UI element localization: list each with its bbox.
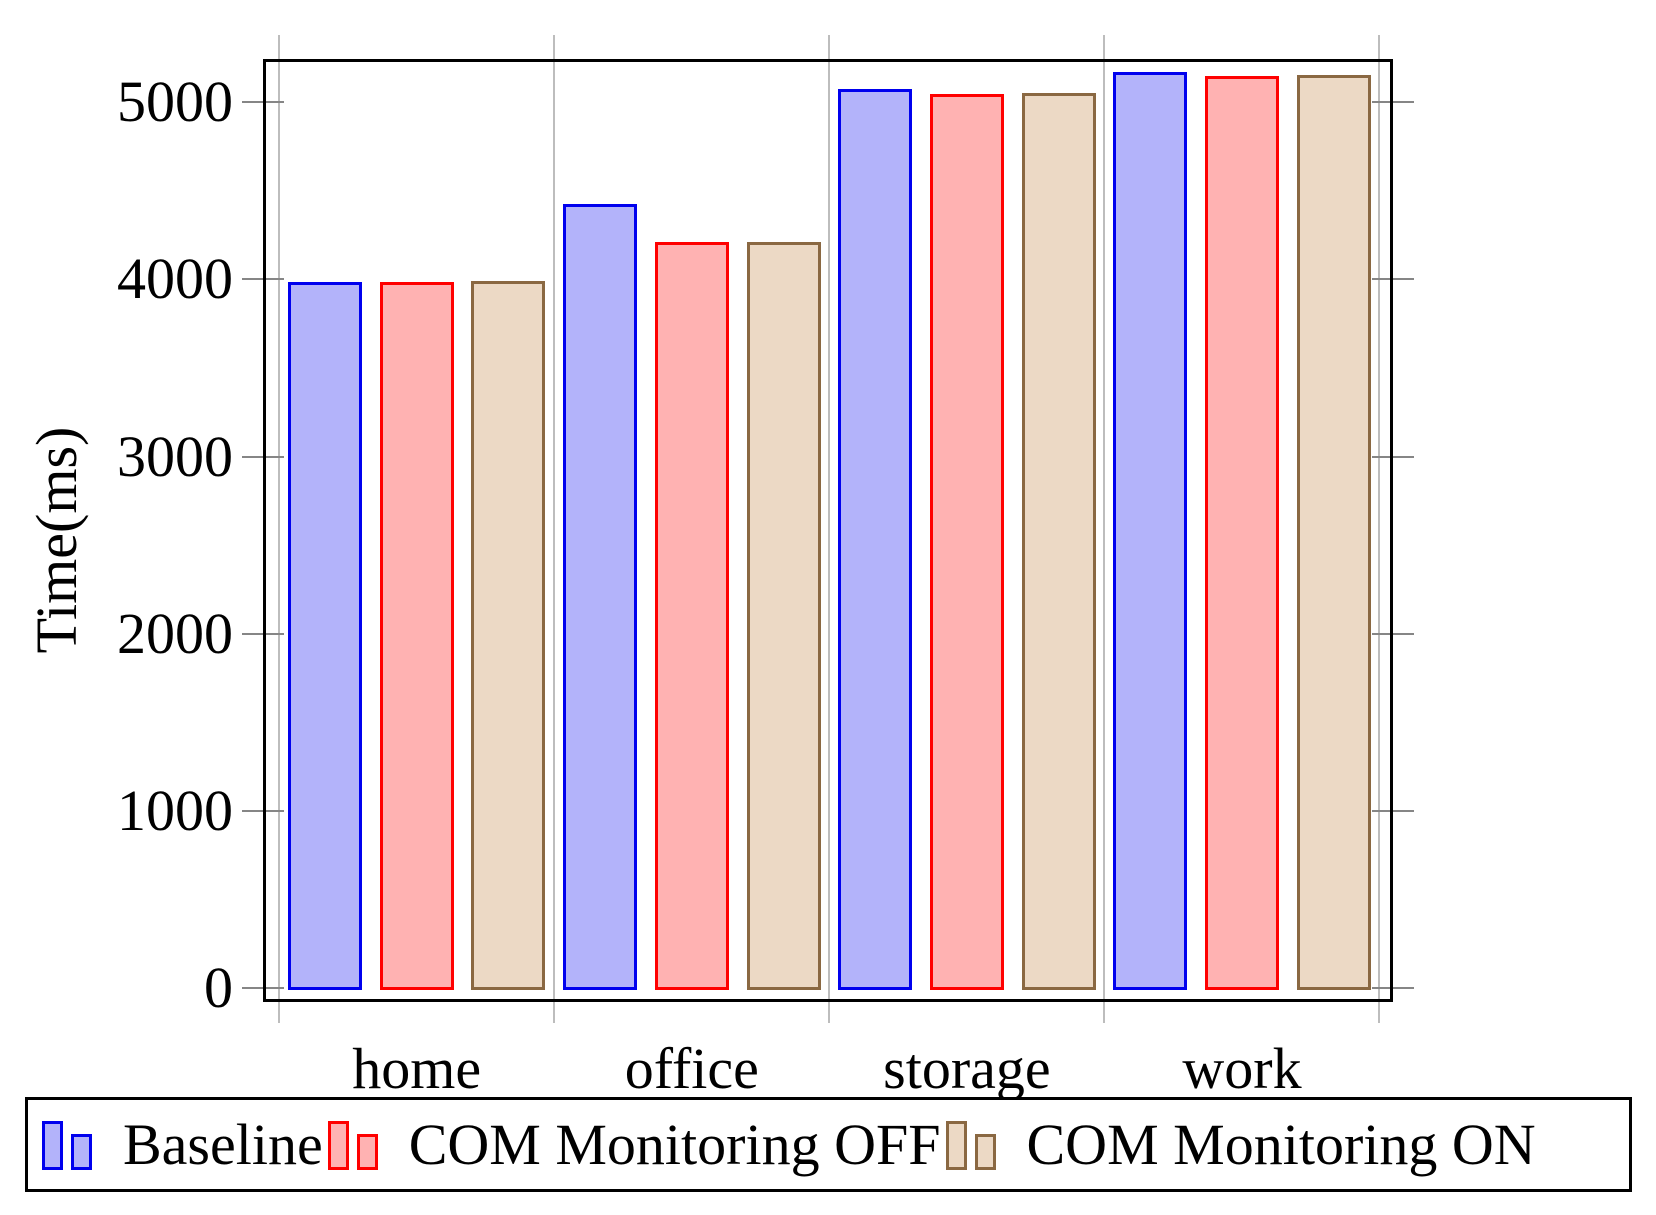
bar-storage-com-monitoring-off (929, 94, 1004, 991)
legend-icon-short-bar (974, 1133, 996, 1170)
bar-storage-baseline (838, 88, 913, 991)
legend-icon-tall-bar (42, 1120, 63, 1170)
legend-icon-tall-bar (945, 1120, 967, 1170)
vertical-gridline-1 (553, 35, 555, 1023)
legend-bar-icon-0 (42, 1120, 115, 1170)
bar-work-com-monitoring-on (1296, 75, 1371, 991)
y-tick-label-5000: 5000 (117, 69, 233, 134)
legend-entry-2: COM Monitoring ON (945, 1111, 1536, 1177)
bar-office-com-monitoring-off (654, 242, 729, 991)
y-tick-label-1000: 1000 (117, 778, 233, 844)
bar-office-baseline (563, 203, 638, 991)
x-label-work: work (1182, 1036, 1302, 1101)
legend-entry-0: Baseline (42, 1111, 323, 1177)
x-label-home: home (352, 1036, 482, 1101)
legend-box: Baseline COM Monitoring OFF COM Monitoring… (25, 1097, 1632, 1192)
legend-label-2: COM Monitoring ON (1026, 1111, 1536, 1177)
y-tick-left-3000 (242, 455, 284, 458)
y-tick-right-3000 (1372, 455, 1414, 458)
legend-bar-icon-1 (327, 1120, 401, 1170)
vertical-gridline-2 (828, 35, 830, 1023)
y-tick-right-2000 (1372, 632, 1414, 635)
y-tick-left-4000 (242, 278, 284, 281)
legend-icon-short-bar (356, 1133, 378, 1170)
x-label-office: office (624, 1036, 759, 1101)
y-tick-label-0: 0 (204, 955, 233, 1021)
x-label-storage: storage (883, 1036, 1051, 1101)
bar-home-baseline (288, 281, 362, 991)
bar-work-baseline (1113, 71, 1188, 991)
legend-entry-1: COM Monitoring OFF (327, 1111, 941, 1177)
y-tick-right-1000 (1372, 810, 1414, 813)
y-tick-left-0 (242, 987, 284, 990)
vertical-gridline-0 (278, 35, 280, 1023)
legend-icon-short-bar (71, 1133, 92, 1170)
y-tick-right-5000 (1372, 101, 1414, 103)
legend-label-0: Baseline (123, 1111, 323, 1177)
bar-home-com-monitoring-off (379, 281, 454, 991)
y-tick-left-5000 (242, 101, 284, 103)
y-tick-left-2000 (242, 632, 284, 635)
y-tick-right-4000 (1372, 278, 1414, 281)
legend-bar-icon-2 (945, 1120, 1019, 1170)
bar-home-com-monitoring-on (471, 281, 546, 991)
y-tick-left-1000 (242, 810, 284, 813)
y-tick-label-3000: 3000 (117, 423, 233, 489)
bar-office-com-monitoring-on (746, 242, 821, 991)
legend-label-1: COM Monitoring OFF (408, 1111, 941, 1177)
y-tick-label-2000: 2000 (117, 600, 233, 666)
vertical-gridline-3 (1103, 35, 1105, 1023)
legend-icon-tall-bar (327, 1120, 349, 1170)
bar-work-com-monitoring-off (1205, 76, 1279, 991)
vertical-gridline-4 (1377, 35, 1380, 1023)
bar-storage-com-monitoring-on (1021, 93, 1096, 991)
y-tick-right-0 (1372, 987, 1414, 990)
y-tick-label-4000: 4000 (117, 246, 233, 312)
